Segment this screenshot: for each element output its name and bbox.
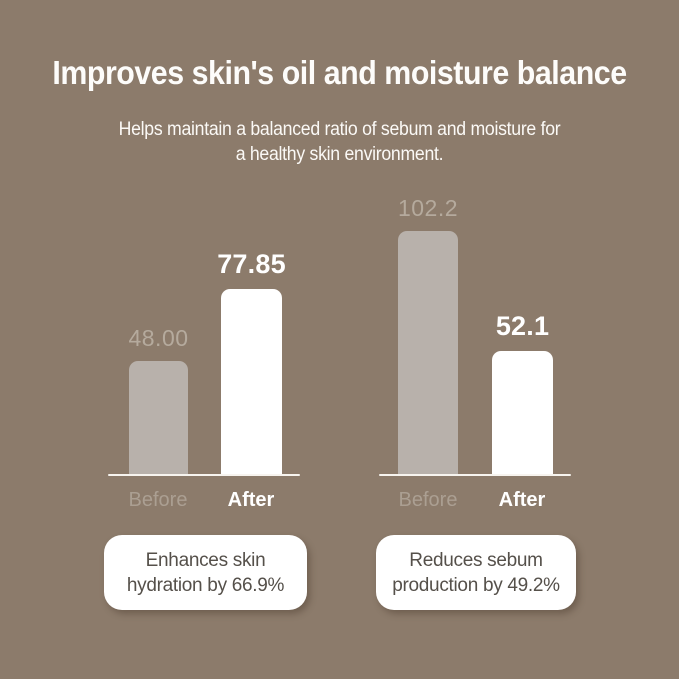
sebum-category-after: After [498,489,546,511]
hydration-caption-line-1: Enhances skin [145,549,266,571]
hydration-before-value-label: 48.00 [128,325,189,351]
hydration-after-bar [221,289,282,476]
hydration-after-value-label: 77.85 [217,249,286,279]
sebum-before-bar [398,231,458,476]
sebum-after-bar [492,351,553,476]
subtitle-line-2: a healthy skin environment. [235,144,444,165]
sebum-caption-line-2: production by 49.2% [392,574,560,596]
sebum-caption-card: Reduces sebum production by 49.2% [376,535,576,610]
page-subtitle: Helps maintain a balanced ratio of sebum… [24,117,655,167]
sebum-before-value-label: 102.2 [397,195,459,221]
sebum-category-before: Before [398,489,458,511]
sebum-after-bar-group: 52.1 [492,311,553,476]
hydration-category-before: Before [128,489,188,511]
hydration-caption-card: Enhances skin hydration by 66.9% [104,535,307,610]
sebum-before-bar-group: 102.2 [398,195,458,476]
hydration-after-bar-group: 77.85 [217,249,286,476]
hydration-category-after: After [227,489,275,511]
page-title: Improves skin's oil and moisture balance [52,54,627,91]
hydration-before-bar-group: 48.00 [128,325,189,476]
sebum-caption-line-1: Reduces sebum [409,549,543,571]
hydration-caption-line-2: hydration by 66.9% [126,574,285,596]
sebum-axis-baseline [379,474,571,476]
subtitle-line-1: Helps maintain a balanced ratio of sebum… [118,119,561,140]
hydration-axis-baseline [108,474,300,476]
sebum-after-value-label: 52.1 [495,311,550,341]
hydration-before-bar [129,361,188,476]
